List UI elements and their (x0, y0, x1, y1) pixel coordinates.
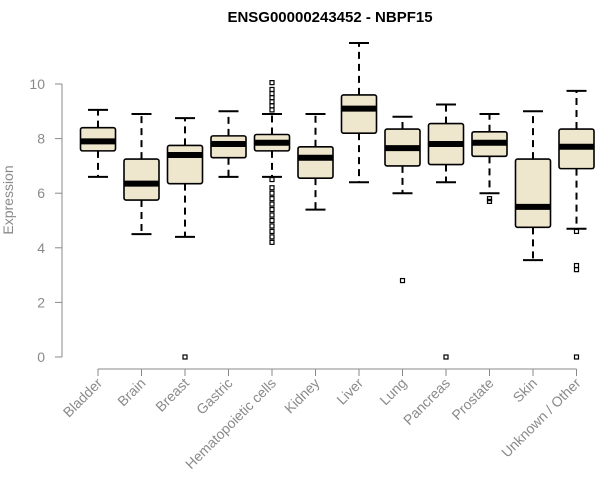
outlier-point (269, 201, 275, 207)
box-gastric (210, 110, 247, 178)
box-iqr (514, 158, 552, 229)
outlier-point (399, 277, 406, 284)
outlier-point (269, 239, 275, 245)
x-tick-label: Brain (114, 375, 148, 409)
box-liver (340, 42, 378, 184)
x-tick-label: Kidney (281, 375, 323, 417)
outlier-point (269, 176, 275, 183)
outlier-point (443, 354, 449, 360)
outlier-point (573, 267, 580, 273)
x-tick-label: Unknown / Other (498, 375, 584, 461)
outlier-point (573, 228, 580, 235)
outlier-point (269, 190, 275, 196)
x-tick-label: Prostate (448, 375, 496, 423)
y-axis-ticks: 0 2 4 6 8 10 (29, 76, 62, 365)
outlier-point (269, 80, 275, 86)
outlier-point (573, 262, 580, 269)
box-prostate (471, 113, 508, 204)
outlier-point (269, 196, 275, 202)
x-tick-label: Skin (510, 375, 541, 406)
outlier-point (269, 107, 275, 113)
box-bladder (79, 108, 117, 178)
box-iqr (123, 158, 160, 201)
x-tick-label: Bladder (60, 375, 106, 421)
box-pancreas (427, 103, 465, 360)
outlier-point (269, 103, 275, 109)
box-lung (384, 115, 421, 284)
outlier-point (269, 99, 275, 105)
outlier-point (269, 217, 275, 224)
x-tick-label: Gastric (193, 375, 236, 418)
box-iqr (340, 94, 378, 134)
outlier-point (269, 90, 275, 97)
box-kidney (297, 113, 334, 211)
outlier-point (269, 234, 275, 240)
outlier-point (269, 206, 275, 213)
y-tick-label: 2 (37, 294, 45, 310)
outlier-point (269, 228, 275, 235)
box-brain (123, 113, 160, 236)
outlier-point (269, 223, 275, 229)
outlier-point (269, 86, 275, 93)
box-iqr (166, 144, 204, 185)
y-tick-label: 10 (29, 76, 45, 92)
box-skin (514, 110, 552, 262)
outlier-point (486, 198, 493, 204)
chart-title: ENSG00000243452 - NBPF15 (227, 9, 432, 26)
outlier-point (573, 354, 580, 360)
outlier-point (182, 354, 188, 360)
y-tick-label: 6 (37, 185, 45, 201)
y-tick-label: 8 (37, 131, 45, 147)
y-tick-label: 4 (37, 240, 45, 256)
outlier-point (269, 212, 275, 218)
x-tick-label: Breast (152, 375, 192, 415)
x-tick-label: Lung (376, 375, 409, 408)
x-tick-label: Pancreas (400, 375, 453, 428)
outlier-point (269, 185, 275, 191)
outlier-point (269, 95, 275, 101)
box-breast (166, 117, 204, 360)
y-axis-label: Expression (0, 165, 16, 234)
box-unknown-other (558, 89, 595, 360)
box-hematopoietic-cells (253, 80, 291, 245)
box-iqr (297, 145, 334, 179)
boxes-group (79, 42, 595, 360)
x-tick-label: Liver (333, 375, 366, 408)
y-tick-label: 0 (37, 349, 45, 365)
outlier-point (486, 196, 493, 202)
